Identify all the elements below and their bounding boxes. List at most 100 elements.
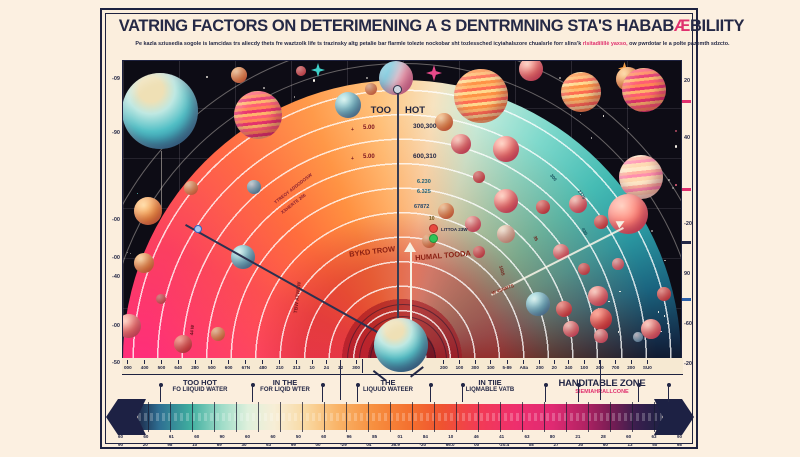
bar-tick xyxy=(500,402,501,432)
star-icon xyxy=(667,322,669,325)
scale-value: -20.4 xyxy=(498,442,510,447)
planet xyxy=(561,72,601,112)
right-axis-tick xyxy=(682,241,691,244)
scale-value: 27 xyxy=(553,442,559,447)
bar-tick xyxy=(170,402,171,432)
right-axis-tick xyxy=(682,298,691,301)
planet xyxy=(156,294,166,304)
bar-tick xyxy=(632,402,633,432)
center-planet xyxy=(374,318,428,372)
planet xyxy=(184,181,198,195)
planet xyxy=(588,286,608,306)
axis-tick: 200 xyxy=(627,360,635,370)
scale-value: 85 xyxy=(372,434,378,439)
star-icon xyxy=(660,330,662,333)
teal-value-2: 6.325 xyxy=(417,189,431,195)
scale-value: 60 xyxy=(194,434,200,439)
legend-green-dot-icon xyxy=(429,234,438,243)
axis-tick: 100 xyxy=(580,360,588,370)
scale-value: 61 xyxy=(168,434,174,439)
zone-pin xyxy=(576,383,581,402)
star-icon xyxy=(619,290,621,293)
scale-value: 04 xyxy=(366,442,372,447)
scale-value: 20 xyxy=(142,442,148,447)
axis-tick: 24 xyxy=(324,360,329,370)
planet xyxy=(231,67,247,83)
axis-tick: 200 xyxy=(440,360,448,370)
zone-label: HANDITABLE ZONE SIEMIAHRALLCONE xyxy=(558,378,646,395)
left-axis-label: -50 xyxy=(112,360,120,366)
bar-tick xyxy=(324,402,325,432)
axis-ticks-right: 200 100 300 100 5-89 A8a 200 20 340 100 200 700 200 S… xyxy=(440,360,652,370)
bottom-scale-row-2: 90 20 98 10 69 30 63 99 00 -29 04 36.9 -20 66.0 00 -20.… xyxy=(118,442,682,447)
bar-tick xyxy=(236,402,237,432)
planet xyxy=(365,83,377,95)
zone-pin xyxy=(320,383,325,402)
bar-tick xyxy=(566,402,567,432)
scale-value: 50 xyxy=(652,442,658,447)
scale-value: 60 xyxy=(270,434,276,439)
star-icon xyxy=(206,75,209,78)
title-accent-glyph: Æ xyxy=(673,16,691,35)
bar-tick xyxy=(412,402,413,432)
scale-value: 63 xyxy=(651,434,657,439)
bar-tick xyxy=(192,402,193,432)
zone-label: TOO HOT FO LIIQUID WATER xyxy=(172,378,228,393)
right-axis-label: 20 xyxy=(684,78,691,84)
scale-value: 30 xyxy=(578,442,584,447)
planet xyxy=(594,329,608,343)
bar-tick xyxy=(478,402,479,432)
scale-value: 46 xyxy=(473,434,479,439)
scale-value: 96 xyxy=(346,434,352,439)
planet xyxy=(493,136,519,162)
temperature-gradient-bar xyxy=(138,404,662,430)
bar-tick xyxy=(544,402,545,432)
right-axis-label: -20 xyxy=(684,361,692,367)
planet xyxy=(211,327,225,341)
left-value-1: 5.00 xyxy=(363,125,375,131)
star-icon xyxy=(627,128,629,130)
hot-label: HOT xyxy=(405,105,426,116)
scale-value: 13 xyxy=(627,442,633,447)
planet xyxy=(563,321,579,337)
planet xyxy=(622,68,666,112)
axis-tick: 10 xyxy=(310,360,315,370)
zone-label: THE LIQUUD WATEER xyxy=(363,378,413,393)
planet xyxy=(123,73,198,149)
planet xyxy=(494,189,518,213)
legend-number: 10 xyxy=(429,216,435,222)
planet xyxy=(594,215,608,229)
star-icon xyxy=(663,315,666,318)
planet xyxy=(247,180,261,194)
bar-tick xyxy=(456,402,457,432)
poster-title: VATRING FACTORS ON DETERIMENING A S DENT… xyxy=(119,16,745,36)
planet xyxy=(590,308,612,330)
bar-tick xyxy=(390,402,391,432)
bar-tick xyxy=(302,402,303,432)
right-axis-label: 90 xyxy=(684,271,691,277)
zone-separator xyxy=(340,360,341,400)
star-icon xyxy=(675,130,677,132)
center-pin-line xyxy=(397,89,399,344)
bar-tick xyxy=(368,402,369,432)
right-axis-tick xyxy=(682,188,691,191)
right-axis-label: -60 xyxy=(684,321,692,327)
scale-value: 63 xyxy=(524,434,530,439)
zone-pin xyxy=(158,383,163,402)
zone-pin xyxy=(460,383,465,402)
axis-tick: 280 xyxy=(191,360,199,370)
scale-value: 00 xyxy=(474,442,480,447)
scale-value: 63 xyxy=(266,442,272,447)
planet xyxy=(473,246,485,258)
star-icon xyxy=(675,145,678,148)
planet xyxy=(619,155,663,199)
planet xyxy=(174,335,192,353)
axis-tick: 000 xyxy=(124,360,132,370)
axis-tick: 500 xyxy=(208,360,216,370)
axis-tick: 313 xyxy=(293,360,300,370)
planet xyxy=(465,216,481,232)
zone-label: IN TIIE LIQMABLE VATB xyxy=(465,378,515,393)
axis-tick: 210 xyxy=(276,360,284,370)
